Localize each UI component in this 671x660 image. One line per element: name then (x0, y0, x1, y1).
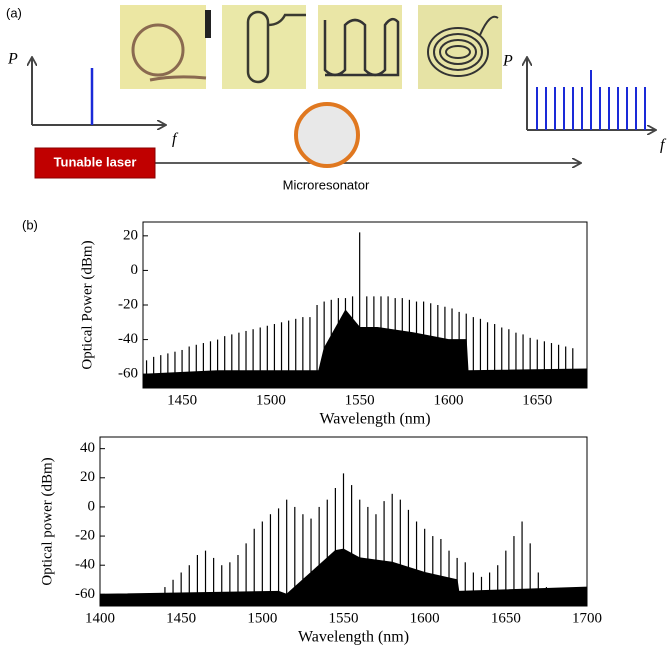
y-axis-label: Optical Power (dBm) (79, 240, 95, 369)
x-tick-label: 1650 (522, 392, 552, 408)
axis-letter: P (7, 51, 18, 68)
resonator-photos (120, 5, 502, 89)
y-tick-label: 20 (123, 227, 138, 243)
y-tick-label: 20 (80, 469, 95, 485)
resonator (294, 102, 360, 168)
x-tick-label: 1650 (491, 610, 521, 626)
output-spectrum (527, 58, 655, 130)
y-tick-label: -20 (75, 528, 95, 544)
x-tick-label: 1500 (247, 610, 277, 626)
panel-label: (a) (6, 5, 22, 20)
x-tick-label: 1450 (166, 610, 196, 626)
y-tick-label: 0 (131, 262, 139, 278)
y-tick-label: -60 (75, 586, 95, 602)
y-tick-label: -20 (118, 296, 138, 312)
x-tick-label: 1550 (329, 610, 359, 626)
laser-label: Tunable laser (54, 154, 137, 169)
noise-floor (142, 309, 588, 389)
x-axis-label: Wavelength (nm) (319, 411, 430, 428)
y-axis-label: Optical power (dBm) (39, 457, 55, 585)
x-tick-label: 1500 (256, 392, 286, 408)
axis-letter: f (660, 137, 667, 154)
y-tick-label: -40 (75, 557, 95, 573)
y-tick-label: 40 (80, 440, 95, 456)
y-tick-label: 0 (88, 498, 96, 514)
resonator-label: Microresonator (283, 177, 370, 192)
laser-box (34, 147, 156, 179)
input-spectrum (32, 58, 165, 125)
y-tick-label: -40 (118, 331, 138, 347)
x-tick-label: 1700 (572, 610, 602, 626)
x-tick-label: 1400 (85, 610, 115, 626)
panel-label: (b) (22, 217, 38, 232)
axis-letter: P (502, 53, 513, 70)
x-axis-label: Wavelength (nm) (298, 629, 409, 646)
y-tick-label: -60 (118, 366, 138, 382)
x-tick-label: 1550 (345, 392, 375, 408)
axis-letter: f (172, 131, 179, 148)
x-tick-label: 1600 (433, 392, 463, 408)
x-tick-label: 1600 (410, 610, 440, 626)
x-tick-label: 1450 (167, 392, 197, 408)
